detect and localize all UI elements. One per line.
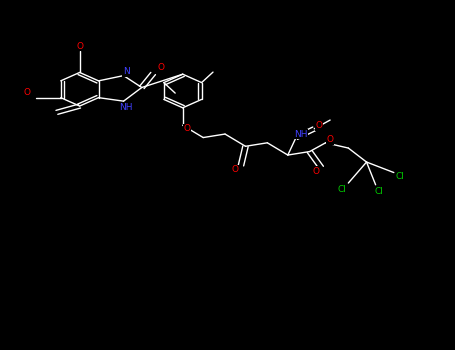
- Text: NH: NH: [120, 103, 133, 112]
- Text: Cl: Cl: [396, 172, 404, 181]
- Text: O: O: [327, 135, 334, 144]
- Text: O: O: [313, 167, 320, 176]
- Text: O: O: [184, 124, 191, 133]
- Text: Cl: Cl: [338, 185, 346, 194]
- Text: Cl: Cl: [375, 187, 384, 196]
- Text: O: O: [232, 165, 239, 174]
- Text: N: N: [123, 67, 130, 76]
- Text: NH: NH: [294, 130, 307, 139]
- Text: O: O: [315, 121, 322, 130]
- Text: O: O: [76, 42, 83, 51]
- Text: O: O: [24, 88, 31, 97]
- Text: O: O: [158, 63, 165, 72]
